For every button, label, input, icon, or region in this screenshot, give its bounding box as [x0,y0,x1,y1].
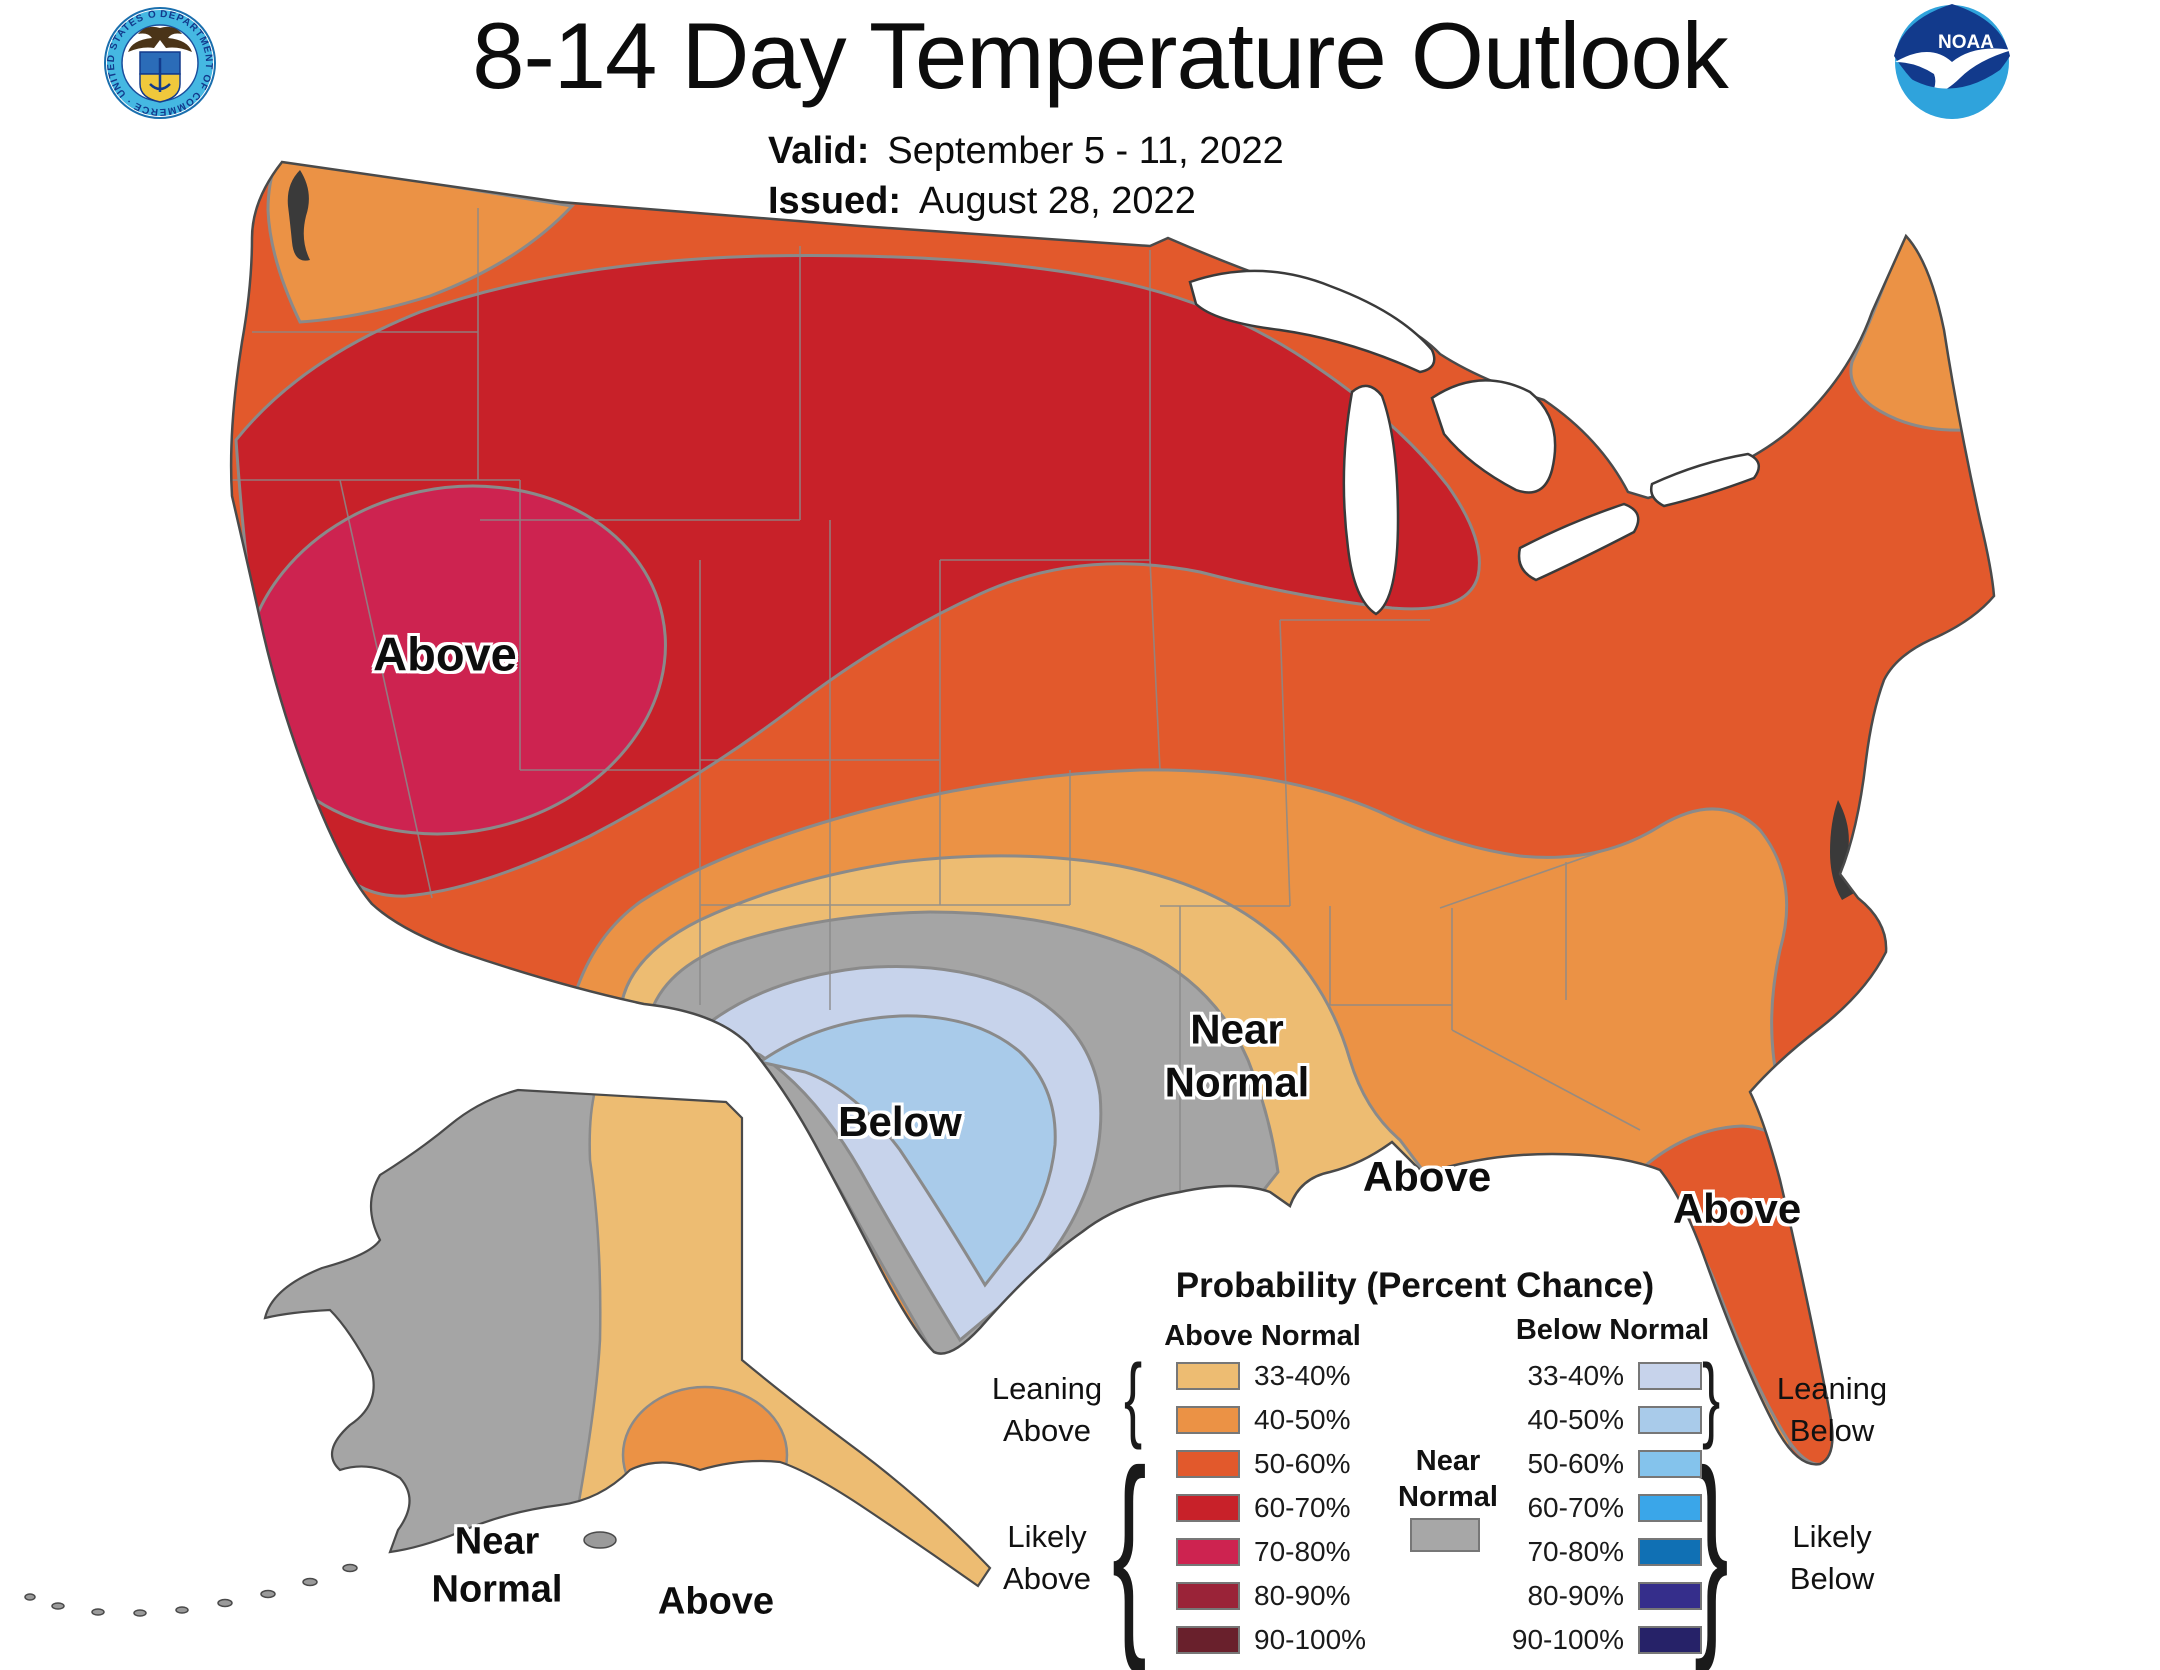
legend-swatch-above-40-50 [1176,1406,1240,1434]
legend-range-below-90-100: 90-100% [1511,1624,1624,1655]
brace-likely-above: { [1112,1424,1147,1670]
noaa-seagull-icon [1895,48,2012,98]
legend-group-leaning-below: Leaning Below [1776,1371,1888,1448]
noaa-light-crescent [1897,64,2008,119]
map-label-below-texas: Below [838,1097,962,1145]
legend-range-above-70-80: 70-80% [1254,1536,1351,1567]
great-lakes [1188,269,1761,616]
valid-value: September 5 - 11, 2022 [887,130,1284,172]
map-label-above-alaska: Above [657,1580,775,1623]
legend-swatch-below-90-100 [1638,1626,1702,1654]
legend-swatch-near-normal [1410,1518,1480,1552]
legend-below-normal-header: Below Normal [1515,1314,1710,1346]
brace-leaning-above: { [1124,1343,1143,1451]
noaa-logo: NOAA [1894,4,2012,119]
noaa-logo-dark-fan [1894,4,2010,106]
brace-leaning-below: } [1702,1343,1721,1451]
legend-range-above-60-70: 60-70% [1254,1492,1351,1523]
legend-range-above-90-100: 90-100% [1254,1624,1367,1655]
noaa-logo-text: NOAA [1938,32,1994,53]
legend-near-normal-label: Near Normal [1398,1445,1498,1514]
legend-swatch-above-33-40 [1176,1362,1240,1390]
legend-range-above-33-40: 33-40% [1254,1360,1351,1391]
conus-coastline [229,160,1996,1466]
issued-value: August 28, 2022 [919,180,1196,222]
region-above-40-50-alaska [621,1385,789,1525]
region-below-40-50-texas [756,1014,1057,1288]
lake-michigan [1342,384,1400,616]
legend-group-leaning-above: Leaning Above [991,1371,1103,1448]
issued-label: Issued: [768,180,902,222]
legend-swatch-above-50-60 [1176,1450,1240,1478]
lake-erie [1517,502,1640,582]
legend-swatch-below-80-90 [1638,1582,1702,1610]
legend-range-above-50-60: 50-60% [1254,1448,1351,1479]
legend-swatch-below-70-80 [1638,1538,1702,1566]
legend-range-above-80-90: 80-90% [1254,1580,1351,1611]
alaska-coastline [263,1088,992,1588]
map-label-near-normal-south: Near Normal [1164,1005,1310,1106]
page-title: 8-14 Day Temperature Outlook [472,3,1729,108]
aleutian-islands [24,1531,617,1617]
lake-ontario [1650,452,1761,508]
legend-swatch-above-70-80 [1176,1538,1240,1566]
legend-swatch-below-60-70 [1638,1494,1702,1522]
region-above-40-50-maine [1849,222,1966,432]
legend-range-below-50-60: 50-60% [1527,1448,1624,1479]
legend-swatch-below-50-60 [1638,1450,1702,1478]
valid-label: Valid: [768,130,870,172]
legend-range-below-40-50: 40-50% [1527,1404,1624,1435]
lake-superior [1188,269,1436,374]
valid-date-line: Valid: September 5 - 11, 2022 [768,130,1284,173]
issued-date-line: Issued: August 28, 2022 [768,180,1196,223]
map-label-above-florida: Above [1672,1184,1802,1232]
region-above-40-50-northwest [266,162,576,324]
legend-above-normal-header: Above Normal [1164,1320,1361,1352]
legend-range-below-33-40: 33-40% [1527,1360,1624,1391]
legend-range-below-80-90: 80-90% [1527,1580,1624,1611]
legend-group-likely-above: Likely Above [1003,1519,1091,1596]
legend-range-below-70-80: 70-80% [1527,1536,1624,1567]
seal-eagle-icon [128,26,192,52]
legend-group-likely-below: Likely Below [1789,1519,1875,1596]
state-borders [232,208,1641,1192]
legend-swatch-below-40-50 [1638,1406,1702,1434]
map-label-near-normal-alaska: Near Normal [431,1520,563,1611]
legend-range-below-60-70: 60-70% [1527,1492,1624,1523]
legend-swatch-above-80-90 [1176,1582,1240,1610]
legend-swatch-above-60-70 [1176,1494,1240,1522]
map-label-above-gulf: Above [1362,1152,1492,1200]
water-detail-marks [287,170,1856,900]
lake-huron [1430,379,1557,494]
department-of-commerce-seal: DEPARTMENT OF COMMERCE · UNITED STATES O… [0,0,216,119]
map-label-above-west: Above [373,627,517,681]
legend-swatch-below-33-40 [1638,1362,1702,1390]
seal-anchor-icon [149,58,171,92]
legend-swatch-above-90-100 [1176,1626,1240,1654]
legend-range-above-40-50: 40-50% [1254,1404,1351,1435]
legend-title: Probability (Percent Chance) [1175,1266,1655,1305]
conus-probability-regions [232,162,1966,1465]
